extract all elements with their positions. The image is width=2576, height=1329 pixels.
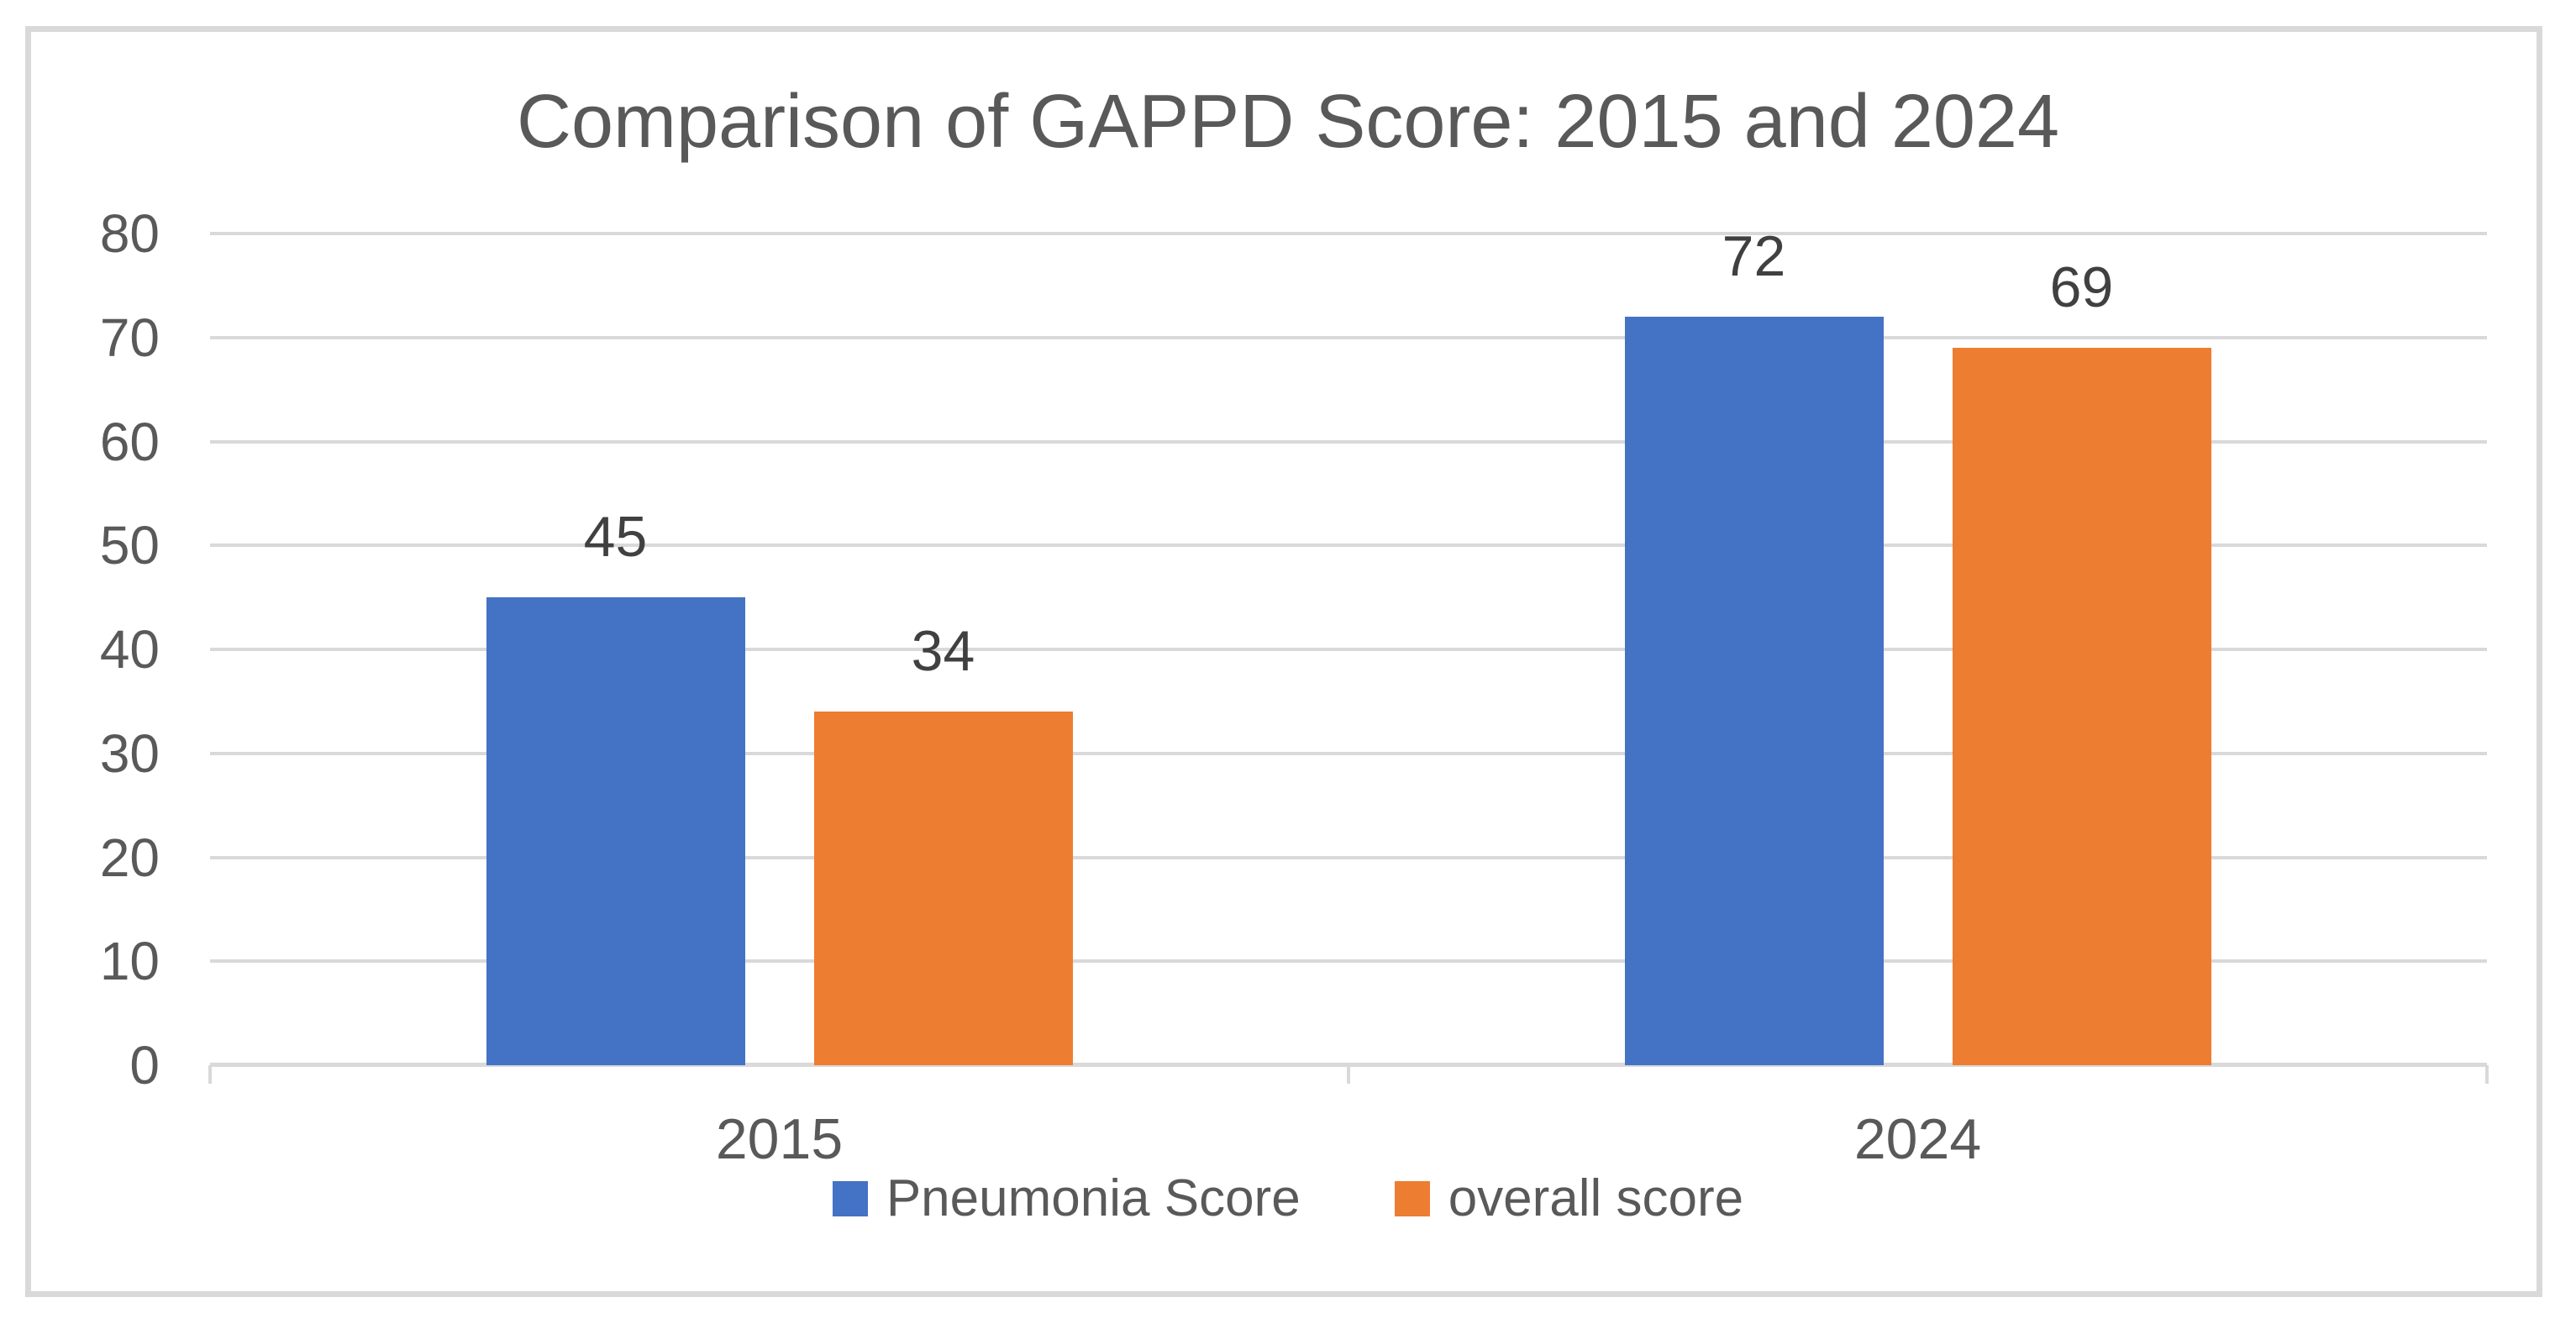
x-tick-mark	[208, 1065, 212, 1084]
y-tick-label-60: 60	[99, 411, 160, 472]
category-label-2024: 2024	[1853, 1107, 1982, 1171]
legend-entry-overall-score: overall score	[1394, 1169, 1744, 1227]
data-label-overall-score-2024: 69	[2049, 255, 2114, 320]
chart-legend: Pneumonia Score overall score	[0, 1173, 2576, 1225]
legend-entry-pneumonia-score: Pneumonia Score	[832, 1169, 1301, 1227]
y-tick-label-30: 30	[99, 722, 160, 784]
y-tick-label-80: 80	[99, 203, 160, 264]
legend-swatch-pneumonia-score	[832, 1181, 868, 1216]
y-tick-label-40: 40	[99, 619, 160, 680]
y-tick-label-70: 70	[99, 307, 160, 368]
gridline-y-30	[210, 751, 2487, 755]
y-tick-label-50: 50	[99, 515, 160, 576]
bar-overall-score-2024: 69	[1952, 259, 2211, 1065]
gridline-y-10	[210, 959, 2487, 964]
gridline-y-50	[210, 544, 2487, 548]
x-tick-mark	[1347, 1065, 1350, 1084]
x-axis-line	[210, 1063, 2487, 1067]
y-tick-label-20: 20	[99, 827, 160, 888]
category-group-2024: 72 69	[1348, 228, 2487, 1065]
data-label-pneumonia-score-2024: 72	[1722, 224, 1786, 288]
legend-swatch-overall-score	[1394, 1181, 1430, 1216]
gridline-y-80	[210, 232, 2487, 235]
gridline-y-70	[210, 335, 2487, 339]
gridline-y-20	[210, 855, 2487, 859]
bar-overall-score-2015: 34	[813, 622, 1073, 1065]
legend-label-pneumonia-score: Pneumonia Score	[886, 1169, 1301, 1227]
plot-area: 45 34 72 69	[210, 228, 2487, 1067]
gridline-y-40	[210, 648, 2487, 651]
data-label-overall-score-2015: 34	[911, 619, 975, 684]
x-tick-mark	[2485, 1065, 2489, 1084]
chart-title: Comparison of GAPPD Score: 2015 and 2024	[516, 80, 2060, 164]
bar-pneumonia-score-2024: 72	[1624, 228, 1884, 1065]
category-group-2015: 45 34	[210, 234, 1348, 1065]
y-tick-label-0: 0	[129, 1035, 160, 1095]
data-label-pneumonia-score-2015: 45	[583, 505, 648, 570]
category-label-2015: 2015	[715, 1107, 844, 1171]
y-tick-label-10: 10	[99, 931, 160, 992]
bar-pneumonia-score-2015: 45	[486, 508, 745, 1065]
gridline-y-60	[210, 439, 2487, 444]
legend-label-overall-score: overall score	[1448, 1169, 1744, 1227]
